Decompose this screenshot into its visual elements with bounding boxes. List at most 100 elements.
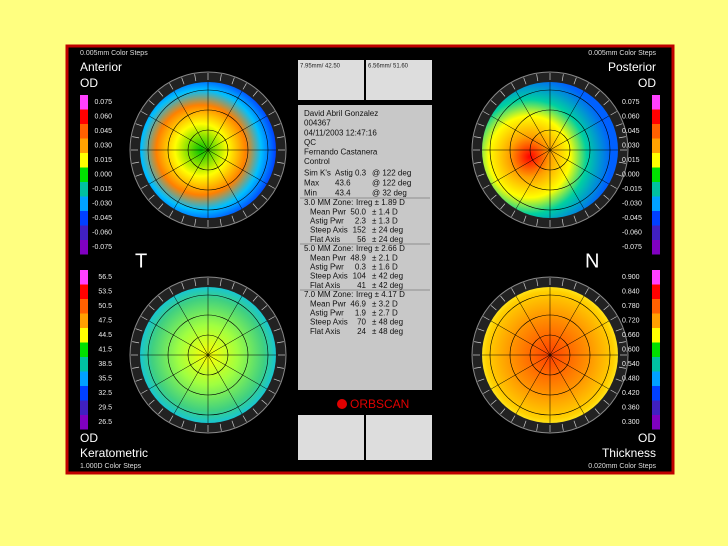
zone-value: 46.9 [350,299,366,308]
sim-k: 43.4 [335,188,351,197]
tick [276,341,284,344]
zone-error: ± 48 deg [372,318,403,327]
tick [261,399,268,405]
scale-label: 0.075 [94,99,112,106]
scale-label: -0.030 [622,200,642,207]
zone-irreg: Irreg ± 2.66 D [356,244,405,253]
scale-label: 0.015 [622,157,640,164]
scale-swatch [80,400,88,415]
eye: OD [638,76,656,90]
scale-label: -0.030 [92,200,112,207]
zone-header: 7.0 MM Zone: [304,290,353,299]
patient-info: 04/11/2003 12:47:16 [304,128,377,137]
tick [500,295,506,302]
tick [511,210,516,217]
zone-value: 152 [353,226,367,235]
tick [603,399,610,405]
zone-value: 2.3 [355,217,367,226]
box-text: 6.56mm/ 51.60 [368,64,409,70]
zone-header: 3.0 MM Zone: [304,198,353,207]
tick [594,90,600,97]
tick [261,100,268,106]
tick [618,366,626,369]
scale-swatch [652,138,660,153]
tick [573,77,577,85]
sim-k: @ 122 deg [372,179,411,188]
tick [141,316,148,321]
zone-value: 48.9 [350,253,366,262]
tick [594,295,600,302]
tick [273,378,281,382]
tick [561,74,564,82]
tick [194,279,197,287]
eye: OD [80,431,98,445]
zone-error: ± 1.3 D [372,217,398,226]
tick [500,90,506,97]
scale-label: -0.060 [622,229,642,236]
scale-swatch [80,109,88,124]
map-grid [490,320,610,390]
tick [231,420,235,428]
scale-swatch [80,153,88,168]
scale-label: 38.5 [98,361,112,368]
scale-swatch [652,415,660,430]
orientation: N [585,250,599,272]
tick [158,408,164,415]
panel-title: Posterior [608,60,656,74]
scale-swatch [80,225,88,240]
box [366,60,432,100]
scale-swatch [652,328,660,343]
zone-error: ± 1.6 D [372,263,398,272]
zone-label: Flat Axis [310,281,340,290]
tick [194,218,197,226]
tick [603,100,610,106]
scale-label: 0.480 [622,375,640,382]
tick [483,184,490,189]
tick [474,366,482,369]
scale-label: 0.060 [94,113,112,120]
steps: 0.020mm Color Steps [588,463,656,470]
eye: OD [638,431,656,445]
sim-k: @ 32 deg [372,188,407,197]
scale-swatch [80,138,88,153]
tick [231,215,235,223]
tick [500,203,506,210]
tick [181,282,185,290]
tick [603,305,610,311]
zone-label: Mean Pwr [310,253,346,262]
zone-value: 70 [357,318,366,327]
tick [181,420,185,428]
scale-label: 0.720 [622,317,640,324]
tick [194,423,197,431]
tick [148,399,155,405]
scale-label: -0.060 [92,229,112,236]
scale-swatch [652,386,660,401]
scale-label: 0.015 [94,157,112,164]
tick [276,136,284,139]
scale-swatch [652,153,660,168]
sim-k: Astig 0.3 [335,169,367,178]
tick [477,173,485,177]
tick [523,420,527,428]
tick [158,295,164,302]
zone-value: 41 [357,281,366,290]
scale-swatch [652,342,660,357]
tick [219,74,222,82]
scale-swatch [652,211,660,226]
scale-label: -0.075 [622,244,642,251]
scale-swatch [652,357,660,372]
tick [268,111,275,116]
scale-swatch [80,211,88,226]
steps: 1.000D Color Steps [80,463,142,470]
tick [511,83,516,90]
scale-label: 0.900 [622,274,640,281]
scale-swatch [652,371,660,386]
scale-label: 0.000 [94,171,112,178]
tick [169,288,174,295]
tick [219,218,222,226]
map-grid [490,115,610,185]
zone-error: ± 2.7 D [372,309,398,318]
tick [219,423,222,431]
panel-title: Keratometric [80,446,148,460]
